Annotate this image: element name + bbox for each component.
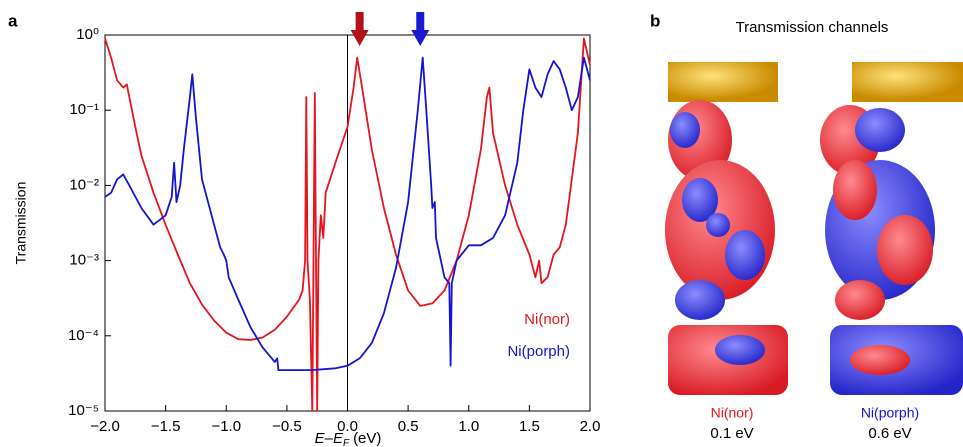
x-tick-label: 0.5: [398, 418, 419, 435]
series-line: [104, 56, 591, 371]
orbital-lobe: [706, 213, 730, 237]
y-tick-label: 10⁻³: [69, 252, 99, 269]
channel-energy: 0.6 eV: [868, 425, 911, 442]
gold-electrode: [852, 62, 963, 102]
series-line: [104, 37, 591, 412]
x-axis-label-sub: F: [343, 438, 350, 447]
orbital-lobe: [855, 108, 905, 152]
x-tick-label: −1.5: [151, 418, 181, 435]
legend-label: Ni(porph): [507, 343, 570, 360]
molecule-images: [665, 62, 963, 395]
y-tick-label: 10⁻⁴: [68, 327, 99, 344]
gold-electrode: [668, 62, 778, 102]
y-tick-label: 10⁰: [76, 26, 99, 43]
x-tick-label: 1.5: [519, 418, 540, 435]
x-tick-label: −0.5: [272, 418, 302, 435]
orbital-lobe: [835, 280, 885, 320]
x-tick-label: −1.0: [211, 418, 241, 435]
y-tick-label: 10⁻⁵: [68, 402, 99, 419]
panel-label: b: [650, 11, 660, 30]
x-tick-label: 0.0: [337, 418, 358, 435]
panel-label: a: [8, 11, 18, 30]
x-tick-label: 2.0: [580, 418, 601, 435]
orbital-lobe: [675, 280, 725, 320]
legend-label: Ni(nor): [524, 311, 570, 328]
y-tick-label: 10⁻²: [69, 176, 99, 193]
orbital-lobe: [670, 112, 700, 148]
channel-image: [820, 62, 963, 395]
channel-image: [665, 62, 788, 395]
x-tick-label: −2.0: [90, 418, 120, 435]
orbital-lobe: [682, 178, 718, 222]
orbital-lobe: [850, 345, 910, 375]
orbital-lobe: [715, 335, 765, 365]
x-axis-label: E–EF (eV): [315, 430, 382, 447]
arrow-marker: [350, 12, 369, 46]
channel-name: Ni(nor): [711, 405, 754, 421]
x-tick-label: 1.0: [458, 418, 479, 435]
channel-energy: 0.1 eV: [710, 425, 753, 442]
panel-title: Transmission channels: [736, 19, 889, 36]
orbital-lobe: [725, 230, 765, 280]
y-axis-label: Transmission: [13, 182, 29, 265]
orbital-lobe: [833, 160, 877, 220]
arrow-marker: [411, 12, 430, 46]
y-tick-label: 10⁻¹: [69, 101, 99, 118]
channel-name: Ni(porph): [861, 405, 919, 421]
orbital-lobe: [877, 215, 933, 285]
x-axis-label-main: E–E: [315, 430, 344, 447]
x-axis-label-unit: (eV): [353, 430, 381, 447]
